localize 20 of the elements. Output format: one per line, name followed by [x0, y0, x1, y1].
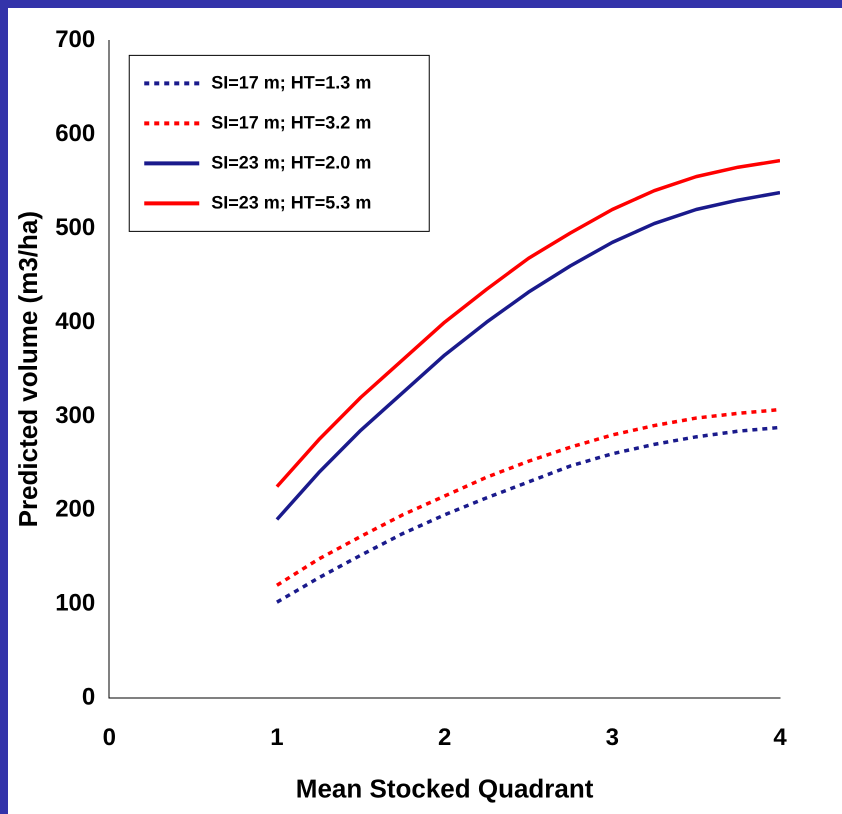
- legend-label: SI=23 m; HT=5.3 m: [211, 192, 372, 212]
- y-axis-title: Predicted volume (m3/ha): [12, 210, 43, 528]
- x-tick-label: 1: [270, 724, 284, 752]
- legend-label: SI=17 m; HT=3.2 m: [211, 112, 372, 132]
- x-axis-title: Mean Stocked Quadrant: [296, 774, 594, 804]
- y-tick-label: 500: [55, 214, 96, 241]
- y-tick-label: 200: [55, 496, 96, 523]
- y-tick-label: 0: [82, 684, 96, 711]
- line-series: [275, 426, 780, 604]
- x-tick-label: 2: [438, 724, 452, 752]
- y-tick-label: 700: [55, 26, 96, 54]
- y-tick-label: 300: [55, 402, 96, 429]
- y-tick-label: 100: [55, 590, 96, 617]
- x-tick-label: 4: [773, 724, 788, 752]
- y-tick-label: 600: [55, 120, 96, 147]
- legend-label: SI=23 m; HT=2.0 m: [211, 152, 372, 172]
- y-tick-label: 400: [55, 308, 96, 335]
- x-tick-label: 3: [606, 724, 619, 752]
- x-tick-label: 0: [102, 724, 116, 752]
- legend-label: SI=17 m; HT=1.3 m: [211, 72, 372, 92]
